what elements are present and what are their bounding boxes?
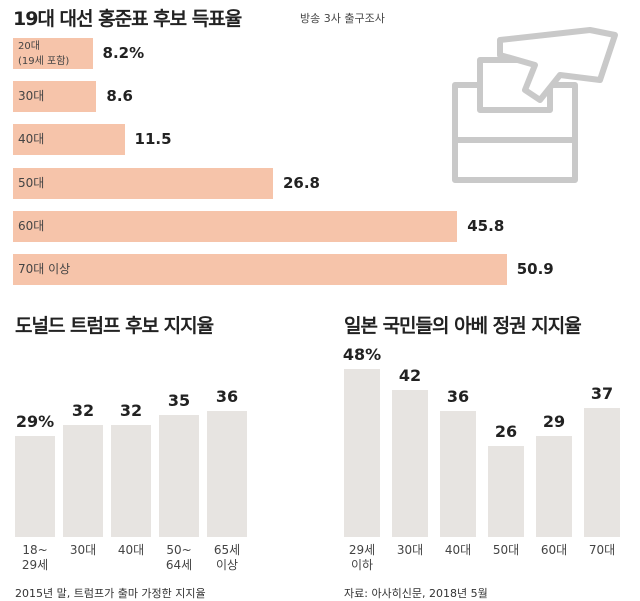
bar — [440, 411, 476, 537]
bar — [13, 124, 125, 156]
source-note: 2015년 말, 트럼프가 출마 가정한 지지율 — [15, 587, 206, 600]
category-label: 65세 이상 — [213, 543, 241, 572]
category-label: 20대 (19세 포함) — [18, 40, 70, 67]
category-label: 40대 — [117, 543, 145, 557]
source-note: 자료: 아사히신문, 2018년 5월 — [344, 587, 488, 600]
value-label: 50.9 — [516, 260, 554, 278]
value-label: 48% — [342, 345, 382, 364]
bar — [584, 407, 620, 537]
value-label: 8.6 — [106, 87, 133, 106]
category-label: 50~ 64세 — [165, 543, 193, 572]
bar — [536, 435, 572, 537]
bar — [159, 414, 199, 537]
bar — [13, 254, 507, 285]
value-label: 8.2% — [102, 44, 145, 62]
value-label: 11.5 — [134, 130, 172, 149]
chart-title: 19대 대선 홍준표 후보 득표율 — [13, 8, 242, 30]
category-label: 70대 이상 — [18, 262, 71, 276]
category-label: 50대 — [492, 543, 520, 557]
category-label: 70대 — [588, 543, 616, 557]
bar — [488, 446, 524, 537]
category-label: 30대 — [69, 543, 97, 557]
bar — [392, 390, 428, 537]
ballot-icon — [452, 27, 618, 183]
value-label: 32 — [119, 401, 143, 420]
category-label: 30대 — [396, 543, 424, 557]
category-label: 50대 — [18, 175, 45, 190]
category-label: 30대 — [18, 89, 45, 104]
category-label: 40대 — [18, 132, 45, 147]
bar — [15, 435, 55, 537]
category-label: 60대 — [540, 543, 568, 557]
category-label: 40대 — [444, 543, 472, 557]
category-label: 18~ 29세 — [21, 543, 49, 572]
bar — [13, 167, 273, 199]
value-label: 45.8 — [467, 216, 505, 235]
value-label: 36 — [446, 387, 470, 406]
value-label: 32 — [71, 401, 95, 420]
value-label: 26.8 — [282, 173, 320, 192]
chart-title: 일본 국민들의 아베 정권 지지율 — [344, 315, 582, 337]
value-label: 29 — [542, 411, 566, 431]
value-label: 26 — [494, 422, 518, 441]
chart-title: 도널드 트럼프 후보 지지율 — [15, 315, 214, 337]
value-label: 42 — [398, 366, 422, 385]
bar — [13, 81, 97, 113]
bar — [13, 210, 458, 242]
category-label: 29세 이하 — [348, 543, 376, 572]
category-label: 60대 — [18, 218, 45, 233]
bar — [344, 369, 380, 537]
bar — [207, 411, 247, 537]
value-label: 35 — [167, 390, 191, 410]
bar — [111, 425, 151, 537]
chart-subtitle: 방송 3사 출구조사 — [300, 12, 385, 25]
bar — [13, 38, 93, 69]
value-label: 36 — [215, 387, 239, 406]
value-label: 37 — [590, 383, 614, 403]
value-label: 29% — [15, 411, 55, 431]
bar — [63, 425, 103, 537]
